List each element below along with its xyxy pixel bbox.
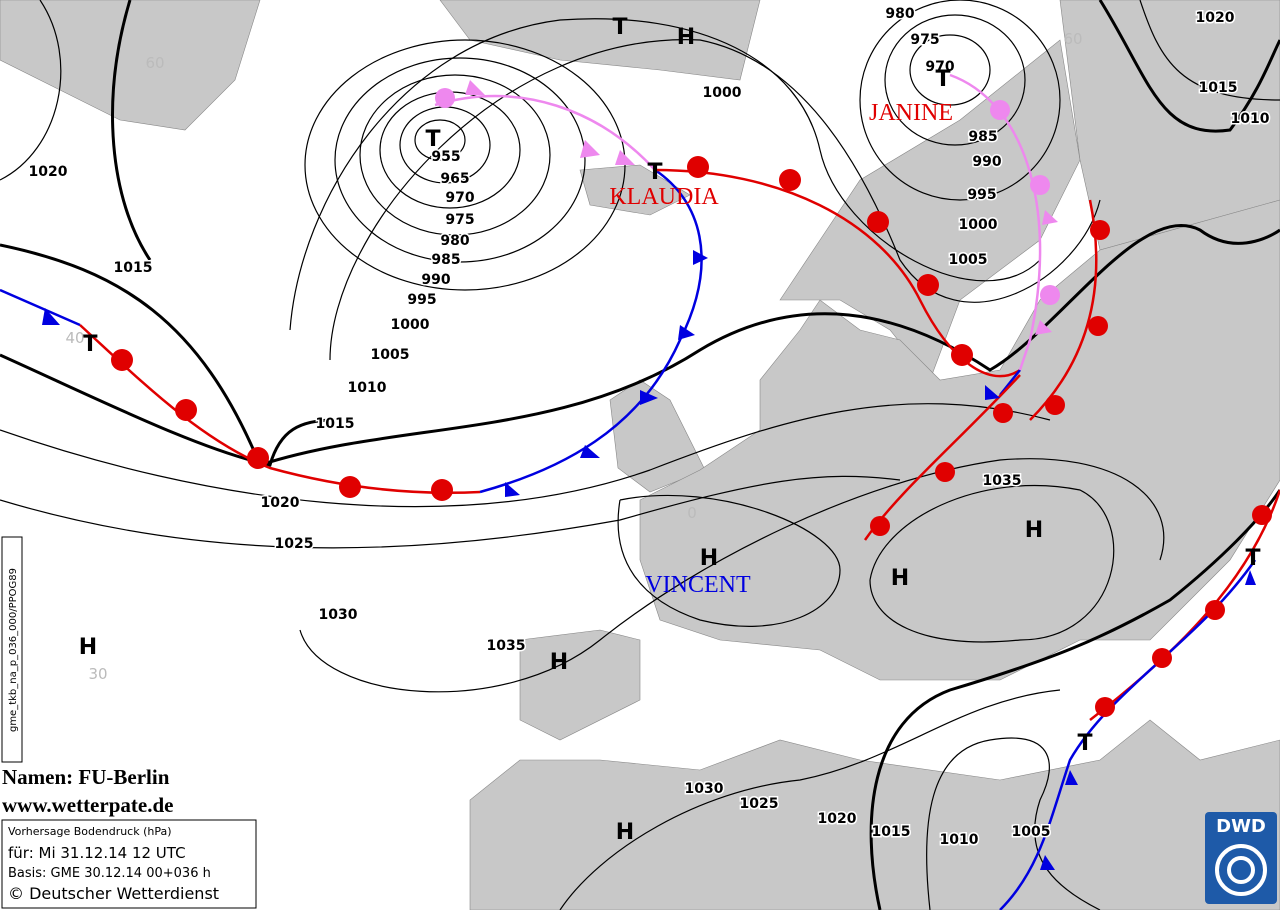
grid-label: 60 <box>1063 30 1082 48</box>
isobar-label: 1005 <box>949 252 988 268</box>
pressure-center: H <box>700 546 718 571</box>
pressure-center: T <box>612 15 627 40</box>
pressure-center: H <box>550 650 568 675</box>
dwd-logo-text: DWD <box>1216 816 1266 837</box>
pressure-center: H <box>79 635 97 660</box>
isobar-label: 1025 <box>740 796 779 812</box>
product-code: gme_tkb_na_p_036_000/PPOG89 <box>8 568 19 732</box>
isobar-label: 1015 <box>316 416 355 432</box>
website: www.wetterpate.de <box>2 793 173 817</box>
dwd-logo-swirl <box>1227 856 1255 884</box>
isobar-label: 975 <box>910 32 939 48</box>
grid-label: 0 <box>687 504 697 522</box>
isobar-label: 1015 <box>114 260 153 276</box>
isobar-label: 1010 <box>348 380 387 396</box>
isobar-label: 980 <box>885 6 914 22</box>
isobar-label: 975 <box>445 212 474 228</box>
isobar-label: 985 <box>431 252 460 268</box>
isobar-label: 1035 <box>983 473 1022 489</box>
fronts <box>0 73 1280 910</box>
info-line: Basis: GME 30.12.14 00+036 h <box>8 866 211 881</box>
isobar-label: 1000 <box>959 217 998 233</box>
pressure-center: H <box>1025 518 1043 543</box>
pressure-center: T <box>1077 731 1092 756</box>
isobar-label: 1015 <box>1199 80 1238 96</box>
pressure-center: H <box>891 566 909 591</box>
isobar-label: 990 <box>972 154 1001 170</box>
system-name: KLAUDIA <box>609 184 719 210</box>
isobar-label: 970 <box>445 190 474 206</box>
isobar-label: 985 <box>968 129 997 145</box>
info-line: für: Mi 31.12.14 12 UTC <box>8 844 186 862</box>
dwd-logo-swirl <box>1215 844 1267 896</box>
isobar-label: 995 <box>967 187 996 203</box>
isobar-label: 1005 <box>371 347 410 363</box>
isobar-label: 1000 <box>391 317 430 333</box>
pressure-center: T <box>1245 546 1260 571</box>
info-line: Vorhersage Bodendruck (hPa) <box>8 825 172 838</box>
isobar-label: 965 <box>440 171 469 187</box>
isobar-label: 955 <box>431 149 460 165</box>
grid-label: 40 <box>65 329 84 347</box>
isobar-label: 1020 <box>261 495 300 511</box>
info-box <box>1 819 257 909</box>
isobar-label: 1030 <box>685 781 724 797</box>
pressure-center: T <box>425 127 440 152</box>
grid-label: 60 <box>145 54 164 72</box>
pressure-center: H <box>616 820 634 845</box>
isobar-label: 1000 <box>703 85 742 101</box>
info-line: © Deutscher Wetterdienst <box>8 884 219 903</box>
isobar-label: 995 <box>407 292 436 308</box>
system-name: JANINE <box>869 100 953 126</box>
isobar-label: 1010 <box>940 832 979 848</box>
names-credit: Namen: FU-Berlin <box>2 765 170 789</box>
grid-label: 30 <box>88 665 107 683</box>
isobar-label: 1030 <box>319 607 358 623</box>
isobar-label: 1010 <box>1231 111 1270 127</box>
system-name: VINCENT <box>645 572 751 598</box>
isobar-label: 990 <box>421 272 450 288</box>
isobar-label: 1020 <box>29 164 68 180</box>
isobar-label: 1020 <box>818 811 857 827</box>
pressure-center: H <box>677 25 695 50</box>
pressure-center: T <box>82 332 97 357</box>
isobar-label: 1005 <box>1012 824 1051 840</box>
code-box <box>1 536 23 763</box>
pressure-center: T <box>647 160 662 185</box>
isobar-label: 1015 <box>872 824 911 840</box>
isobar-label: 1035 <box>487 638 526 654</box>
isobar-label: 970 <box>925 59 954 75</box>
pressure-center: T <box>935 67 950 92</box>
isobar-label: 1020 <box>1196 10 1235 26</box>
isobar-label: 980 <box>440 233 469 249</box>
isobar-label: 1025 <box>275 536 314 552</box>
